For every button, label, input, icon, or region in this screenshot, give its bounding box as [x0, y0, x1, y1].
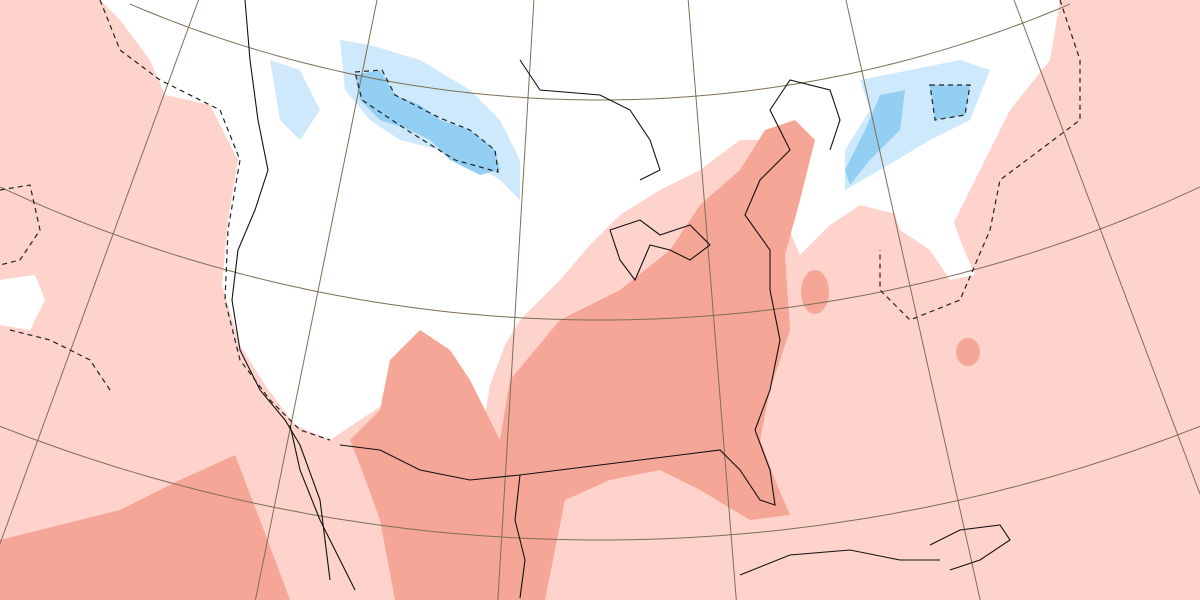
latitude-line [129, 3, 1071, 101]
neutral-region-west [0, 275, 45, 330]
meridian-line [0, 0, 199, 544]
cool-anomaly-light-bc [270, 60, 320, 140]
dashed-contours [0, 0, 1081, 441]
meridian-line [845, 0, 981, 600]
warm-anomaly-strong-east [350, 120, 815, 600]
great-lakes [609, 219, 711, 282]
neutral-region [100, 0, 1060, 445]
meridian-line [1013, 0, 1200, 495]
neutral-region-east-ocean [880, 170, 975, 280]
warm-anomaly-strong-atlantic-2 [956, 338, 980, 366]
latitude-line [0, 425, 1200, 541]
contour-pacific [0, 184, 111, 391]
contour-east [879, 0, 1081, 321]
cool-anomaly-strong-labrador [845, 85, 970, 185]
contour-labrador [929, 84, 971, 121]
meridian-line [497, 0, 535, 600]
coastline-gulf [339, 429, 776, 506]
meridian-line [687, 0, 737, 600]
cool-anomaly-strong-canada [355, 70, 500, 175]
latitude-line [0, 186, 1200, 321]
contour-canada-cold [354, 69, 499, 173]
coastline-atlantic [744, 79, 841, 431]
coastline-mexico-east [514, 474, 526, 599]
warm-anomaly-strong-pacific [0, 455, 290, 600]
coastlines [231, 0, 1011, 599]
coastline-hispaniola [929, 524, 1011, 571]
meridian-line [254, 0, 378, 600]
coastline-hudson [519, 59, 661, 181]
coastline-baja [289, 424, 356, 591]
warm-anomaly-strong-atlantic [801, 270, 829, 314]
coastline-cuba [739, 549, 940, 576]
coastline-west [231, 0, 331, 581]
